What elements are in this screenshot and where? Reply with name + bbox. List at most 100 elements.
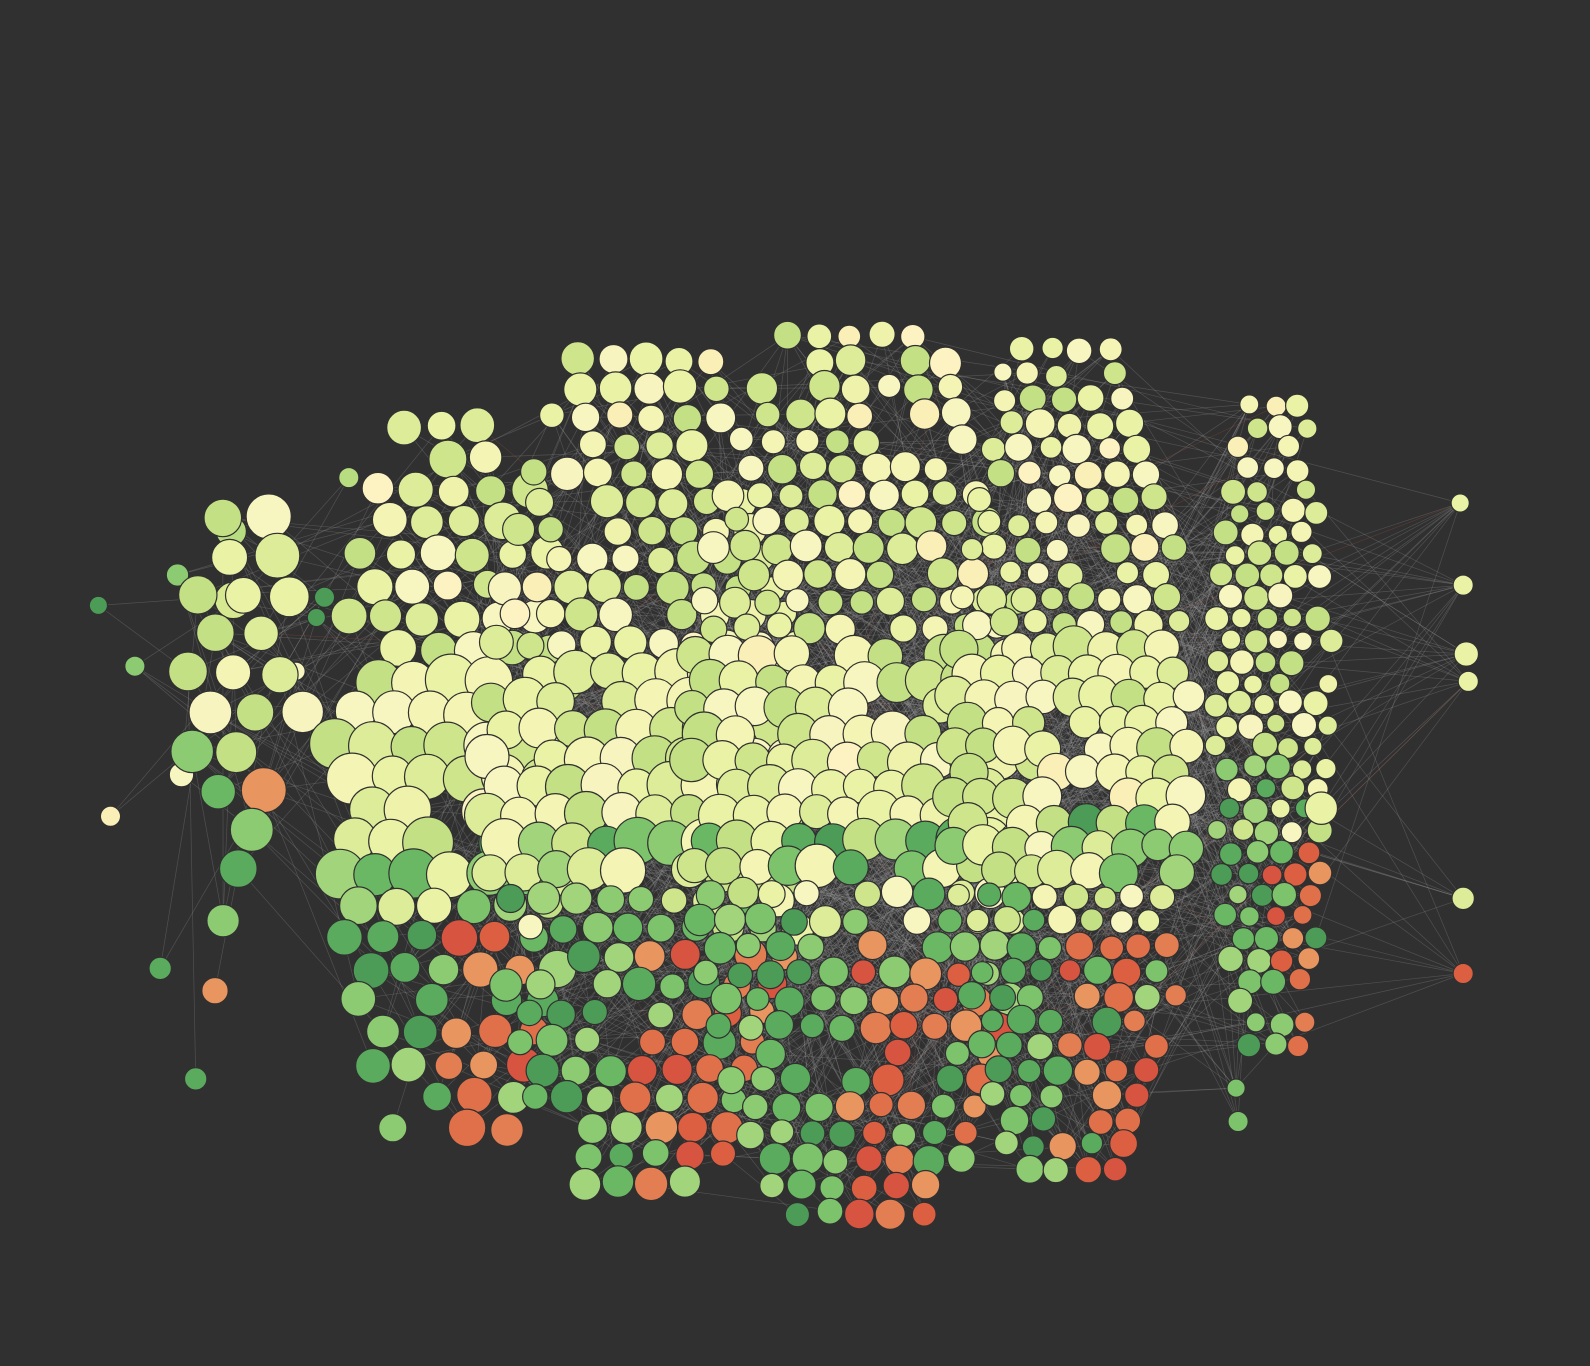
node: [899, 344, 932, 377]
node: [697, 348, 725, 376]
node: [941, 509, 968, 537]
node: [911, 1201, 937, 1227]
node: [596, 885, 626, 915]
node: [427, 953, 460, 986]
node: [585, 1085, 614, 1114]
node: [1243, 584, 1270, 612]
node: [1008, 1083, 1033, 1108]
node: [824, 429, 850, 455]
node: [627, 885, 655, 913]
node: [356, 568, 394, 606]
node: [1273, 539, 1300, 566]
node: [1037, 1008, 1064, 1035]
node: [1048, 1131, 1077, 1161]
node: [813, 504, 846, 538]
node: [804, 1092, 834, 1123]
node: [1285, 459, 1310, 484]
node: [1301, 542, 1323, 565]
node: [857, 929, 888, 961]
node: [989, 607, 1020, 637]
node: [88, 595, 109, 616]
node: [760, 429, 787, 455]
node: [956, 557, 990, 590]
node: [834, 344, 867, 377]
node: [574, 1026, 601, 1054]
node: [696, 531, 730, 565]
node: [1226, 987, 1254, 1014]
node: [764, 1010, 795, 1040]
node: [967, 1029, 997, 1059]
node: [598, 343, 629, 375]
node: [1265, 906, 1286, 927]
node: [574, 1142, 603, 1172]
node: [1318, 673, 1339, 694]
node: [1047, 904, 1078, 935]
node: [713, 903, 747, 936]
node: [989, 983, 1017, 1011]
node: [1253, 693, 1275, 716]
node: [745, 986, 770, 1011]
node: [1453, 641, 1480, 667]
node: [1306, 563, 1333, 590]
node: [1280, 821, 1303, 844]
edge: [998, 1021, 1256, 1070]
node: [814, 397, 847, 430]
edge: [912, 336, 1281, 428]
node: [828, 1014, 856, 1043]
node: [921, 1012, 949, 1040]
node: [1115, 561, 1140, 585]
node: [823, 531, 855, 563]
node: [641, 1138, 670, 1167]
node: [434, 1051, 464, 1081]
node: [737, 454, 765, 482]
node: [475, 475, 507, 507]
node: [999, 410, 1024, 435]
edge: [210, 424, 478, 713]
node: [1099, 935, 1125, 961]
node: [1281, 926, 1305, 950]
node: [1091, 1006, 1123, 1038]
node: [1110, 386, 1135, 411]
node: [366, 1014, 401, 1049]
node: [1452, 574, 1474, 596]
node: [214, 654, 252, 691]
node: [525, 1053, 560, 1088]
node: [1141, 828, 1175, 862]
node: [371, 501, 408, 538]
node: [746, 482, 774, 509]
node: [675, 1140, 705, 1171]
node: [785, 588, 810, 613]
node: [646, 913, 676, 943]
node: [1255, 777, 1277, 799]
node: [1239, 394, 1260, 415]
node: [1079, 908, 1104, 932]
node: [1231, 607, 1252, 629]
node: [1082, 955, 1113, 986]
node: [1080, 1131, 1104, 1155]
node: [1076, 384, 1105, 413]
node: [582, 457, 613, 488]
node: [243, 615, 280, 652]
node: [710, 982, 743, 1015]
node: [868, 479, 900, 512]
node: [622, 573, 651, 602]
node: [1215, 715, 1239, 739]
node: [877, 955, 911, 989]
node: [637, 404, 665, 433]
node: [195, 613, 235, 653]
node: [1286, 1034, 1310, 1058]
node: [1030, 1106, 1057, 1132]
node: [1000, 957, 1027, 985]
node: [928, 346, 963, 380]
node: [1457, 670, 1480, 693]
node: [183, 1067, 208, 1091]
node: [1087, 1108, 1114, 1135]
node: [1104, 1058, 1129, 1083]
node: [385, 539, 417, 570]
node: [946, 883, 970, 907]
edge: [1050, 937, 1317, 1022]
node: [880, 875, 914, 909]
node: [834, 1091, 866, 1122]
node: [877, 508, 906, 538]
node: [654, 1083, 684, 1113]
